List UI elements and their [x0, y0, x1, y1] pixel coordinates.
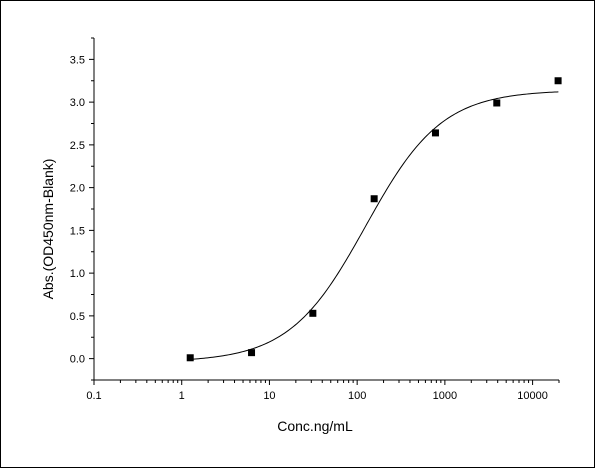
x-tick-label: 100	[348, 390, 366, 402]
data-point	[309, 309, 317, 317]
x-tick-label: 1	[179, 390, 185, 402]
x-tick-label: 10	[263, 390, 275, 402]
x-axis-title: Conc.ng/mL	[277, 418, 353, 434]
data-points	[186, 77, 562, 362]
y-ticks: 0.0 0.5 1.0 1.5 2.0 2.5 3.0 3.5	[70, 37, 94, 381]
x-tick-label: 1000	[433, 390, 457, 402]
data-point	[554, 77, 562, 85]
data-point	[370, 195, 378, 203]
x-tick-label: 10000	[517, 390, 548, 402]
data-point	[248, 349, 256, 357]
y-axis-title: Abs.(OD450nm-Blank)	[40, 159, 56, 300]
y-tick-label: 1.5	[70, 225, 85, 237]
axes	[93, 38, 559, 381]
x-ticks: 0.1 1 10 100 1000 10000	[86, 380, 560, 402]
fit-curve	[191, 91, 559, 360]
y-tick-label: 0.5	[70, 311, 85, 323]
x-tick-label: 0.1	[86, 390, 101, 402]
y-tick-label: 0.0	[70, 354, 85, 366]
data-point	[186, 354, 194, 362]
data-point	[431, 129, 439, 137]
y-tick-label: 2.5	[70, 140, 85, 152]
y-tick-label: 3.5	[70, 54, 85, 66]
y-tick-label: 3.0	[70, 97, 85, 109]
y-tick-label: 2.0	[70, 183, 85, 195]
data-point	[493, 99, 501, 107]
y-tick-label: 1.0	[70, 268, 85, 280]
